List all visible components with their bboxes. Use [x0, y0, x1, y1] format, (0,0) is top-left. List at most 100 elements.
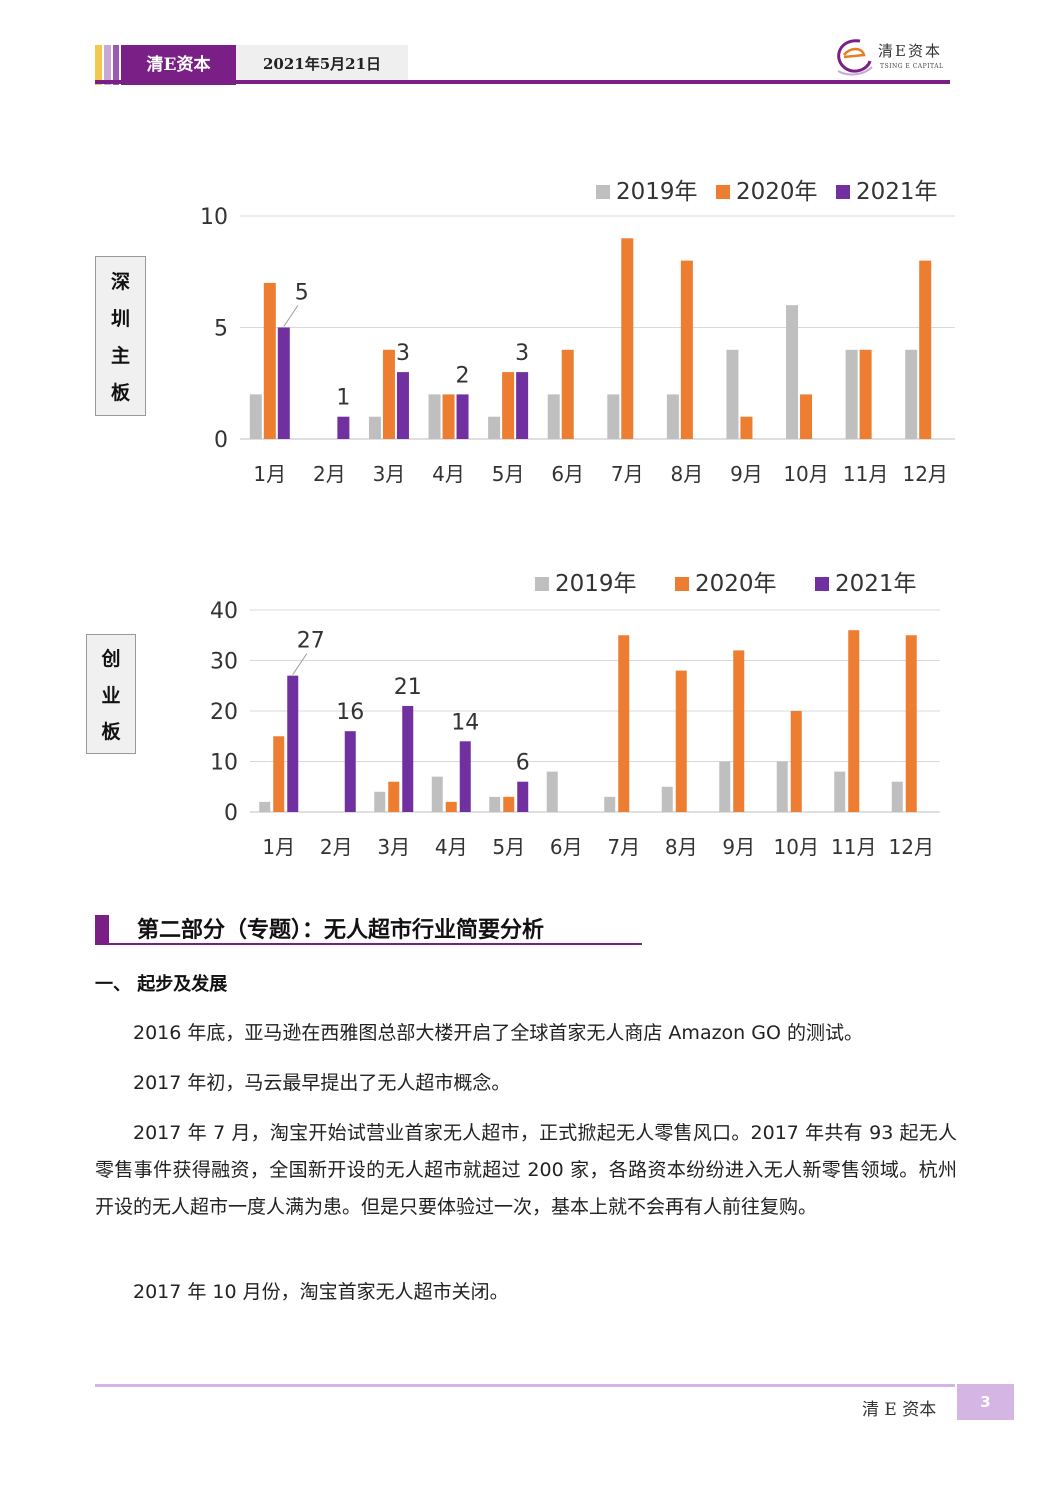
legend-label: 2019年 — [616, 179, 698, 205]
header-accent-strip — [95, 45, 102, 85]
x-tick-label: 8月 — [665, 835, 698, 859]
data-label: 3 — [515, 341, 529, 366]
data-label: 1 — [336, 386, 350, 411]
legend-swatch — [836, 185, 850, 199]
data-label: 3 — [396, 341, 410, 366]
chart2-label-char: 创 — [101, 648, 121, 671]
data-label: 16 — [336, 700, 364, 725]
data-label-leader — [283, 305, 299, 327]
data-label: 14 — [451, 710, 479, 735]
bar-2021年 — [277, 327, 290, 439]
x-tick-label: 4月 — [432, 462, 465, 486]
data-label: 2 — [456, 363, 470, 388]
legend-label: 2021年 — [835, 571, 917, 597]
chart1-label-char: 深 — [110, 271, 130, 293]
x-tick-label: 7月 — [611, 462, 644, 486]
page-number: 3 — [957, 1384, 1014, 1420]
chart1-board-label: 深 圳 主 板 — [95, 256, 146, 416]
bar-2019年 — [374, 791, 386, 812]
bar-2019年 — [368, 416, 381, 439]
y-tick-label: 30 — [210, 650, 238, 675]
bar-2019年 — [488, 416, 501, 439]
bar-2021年 — [337, 416, 350, 439]
x-tick-label: 2月 — [320, 835, 353, 859]
x-tick-label: 8月 — [671, 462, 704, 486]
chart1-label-char: 圳 — [110, 308, 130, 330]
bar-2020年 — [680, 260, 693, 439]
footer-divider — [95, 1384, 955, 1387]
y-tick-label: 20 — [210, 700, 238, 725]
subsection-title: 一、 起步及发展 — [95, 974, 228, 995]
bar-2020年 — [502, 372, 515, 439]
legend-swatch — [815, 577, 829, 591]
bar-2019年 — [489, 796, 501, 812]
x-tick-label: 12月 — [889, 835, 934, 859]
x-tick-label: 4月 — [435, 835, 468, 859]
legend-swatch — [716, 185, 730, 199]
bar-2020年 — [800, 394, 813, 439]
bar-2020年 — [273, 736, 285, 812]
legend-swatch — [596, 185, 610, 199]
paragraph: 2017 年初，马云最早提出了无人超市概念。 — [133, 1072, 511, 1094]
x-tick-label: 11月 — [843, 462, 888, 486]
y-tick-label: 0 — [214, 428, 228, 453]
bar-2019年 — [428, 394, 441, 439]
paragraph: 2017 年 7 月，淘宝开始试营业首家无人超市，正式掀起无人零售风口。2017… — [95, 1122, 957, 1218]
data-label: 21 — [394, 675, 422, 700]
legend-swatch — [675, 577, 689, 591]
x-tick-label: 12月 — [902, 462, 947, 486]
chart1-label-char: 板 — [110, 382, 130, 404]
bar-2019年 — [834, 771, 846, 812]
x-tick-label: 3月 — [373, 462, 406, 486]
logo-english-text: TSING E CAPITAL — [880, 63, 944, 70]
legend-label: 2019年 — [555, 571, 637, 597]
bar-2020年 — [675, 670, 687, 812]
header-accent-strip — [104, 45, 111, 85]
bar-2020年 — [503, 796, 515, 812]
x-tick-label: 2月 — [313, 462, 346, 486]
chart2-label-char: 业 — [101, 684, 121, 707]
logo-chinese-text: 清E资本 — [878, 42, 942, 60]
bar-2019年 — [726, 349, 739, 439]
section-underline — [95, 943, 642, 945]
bar-2021年 — [402, 705, 414, 812]
bar-2020年 — [618, 635, 630, 812]
y-tick-label: 5 — [214, 317, 228, 342]
bar-2021年 — [456, 394, 469, 439]
bar-2021年 — [287, 675, 299, 812]
x-tick-label: 5月 — [492, 835, 525, 859]
bar-2019年 — [249, 394, 262, 439]
legend-label: 2020年 — [695, 571, 777, 597]
legend-label: 2020年 — [736, 179, 818, 205]
bar-2019年 — [905, 349, 918, 439]
bar-2021年 — [517, 781, 529, 812]
bar-2020年 — [561, 349, 574, 439]
bar-2020年 — [382, 349, 395, 439]
paragraph: 2016 年底，亚马逊在西雅图总部大楼开启了全球首家无人商店 Amazon GO… — [133, 1022, 863, 1044]
section-marker — [95, 915, 109, 943]
chart1-label-char: 主 — [110, 345, 130, 367]
bar-2020年 — [790, 711, 802, 812]
section-title: 第二部分（专题）：无人超市行业简要分析 — [137, 918, 545, 943]
bar-2019年 — [891, 781, 903, 812]
bar-2020年 — [919, 260, 932, 439]
bar-2021年 — [516, 372, 529, 439]
chart2-label-char: 板 — [101, 720, 121, 743]
bar-2019年 — [604, 796, 616, 812]
y-tick-label: 10 — [200, 205, 228, 230]
x-tick-label: 9月 — [722, 835, 755, 859]
bar-2019年 — [607, 394, 620, 439]
data-label: 6 — [516, 751, 530, 776]
bar-2019年 — [431, 776, 443, 812]
chart2-board-label: 创 业 板 — [86, 634, 136, 754]
data-label-leader — [292, 653, 308, 675]
x-tick-label: 1月 — [253, 462, 286, 486]
data-label: 27 — [297, 629, 325, 654]
chart-shenzhen-main-board: 0 5 10 1月 2月 3月 4月 5月 6月 7月 8月 9月 10月 11月 12月 5 1 3 2 3 2019… — [200, 179, 955, 486]
bar-2020年 — [263, 282, 276, 439]
bar-2019年 — [776, 761, 788, 812]
bar-2020年 — [388, 781, 400, 812]
y-tick-label: 40 — [210, 599, 238, 624]
y-tick-label: 0 — [224, 801, 238, 826]
bar-2019年 — [661, 786, 673, 812]
